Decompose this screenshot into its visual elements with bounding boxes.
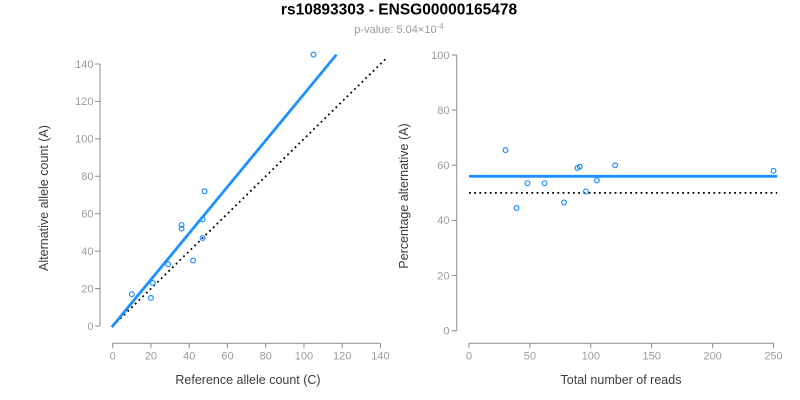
left-scatter-plot: 0 20 40 60 80 100 120 140 0 20 40 60 80 100 120 140 — [75, 51, 390, 363]
data-point — [201, 188, 208, 195]
data-point — [541, 180, 548, 187]
x-tick-label: 0 — [466, 351, 472, 363]
y-tick-label: 100 — [431, 50, 449, 62]
x-tick-label: 50 — [524, 351, 536, 363]
x-axis: 0 50 100 150 200 250 — [466, 342, 783, 363]
data-point — [165, 261, 172, 268]
y-tick-label: 40 — [81, 246, 93, 258]
data-point — [147, 294, 154, 301]
data-point — [513, 205, 520, 212]
y-tick-label: 120 — [75, 96, 93, 108]
y-tick-label: 40 — [437, 215, 449, 227]
y-tick-label: 0 — [443, 326, 449, 338]
data-point — [178, 225, 185, 232]
identity-line — [112, 57, 387, 327]
left-y-axis-title: Alternative allele count (A) — [37, 125, 51, 271]
pvalue-exponent-superscript: -4 — [437, 22, 445, 31]
y-tick-label: 100 — [75, 134, 93, 146]
data-point — [178, 221, 185, 228]
y-tick-label: 60 — [437, 160, 449, 172]
data-point — [190, 257, 197, 264]
data-point — [576, 163, 583, 170]
data-point — [770, 167, 777, 174]
x-tick-label: 120 — [333, 351, 351, 363]
x-tick-label: 40 — [183, 351, 195, 363]
data-point — [199, 235, 206, 242]
x-tick-label: 200 — [703, 351, 721, 363]
x-tick-label: 140 — [371, 351, 389, 363]
pvalue-text: p-value: 5.04×10 — [354, 24, 436, 36]
right-scatter-plot: 0 20 40 60 80 100 0 50 100 150 200 250 — [431, 50, 783, 363]
y-axis: 0 20 40 60 80 100 — [431, 50, 458, 338]
fit-line — [110, 53, 338, 329]
y-tick-label: 20 — [437, 270, 449, 282]
x-axis: 0 20 40 60 80 100 120 140 — [110, 342, 390, 363]
y-tick-label: 80 — [81, 171, 93, 183]
data-point — [310, 51, 317, 58]
data-point — [561, 199, 568, 206]
right-x-axis-title: Total number of reads — [561, 373, 682, 387]
data-point — [199, 216, 206, 223]
x-tick-label: 100 — [295, 351, 313, 363]
data-point — [502, 147, 509, 154]
y-tick-label: 60 — [81, 209, 93, 221]
x-tick-label: 0 — [110, 351, 116, 363]
x-tick-label: 20 — [145, 351, 157, 363]
y-tick-label: 0 — [87, 321, 93, 333]
x-tick-label: 100 — [582, 351, 600, 363]
data-points — [502, 147, 777, 212]
x-tick-label: 80 — [260, 351, 272, 363]
y-tick-label: 20 — [81, 283, 93, 295]
x-tick-label: 150 — [643, 351, 661, 363]
plot-title: rs10893303 - ENSG00000165478 — [281, 2, 518, 19]
data-point — [582, 188, 589, 195]
data-point — [128, 291, 135, 298]
data-point — [612, 162, 619, 169]
x-tick-label: 250 — [764, 351, 782, 363]
data-point — [593, 177, 600, 184]
right-y-axis-title: Percentage alternative (A) — [397, 123, 411, 268]
y-tick-label: 80 — [437, 105, 449, 117]
left-x-axis-title: Reference allele count (C) — [175, 373, 320, 387]
data-points — [128, 51, 317, 301]
plot-subtitle: p-value: 5.04×10-4 — [354, 22, 444, 36]
x-tick-label: 60 — [221, 351, 233, 363]
data-point — [524, 180, 531, 187]
data-point — [149, 279, 156, 286]
y-tick-label: 140 — [75, 59, 93, 71]
y-axis: 0 20 40 60 80 100 120 140 — [75, 59, 101, 333]
